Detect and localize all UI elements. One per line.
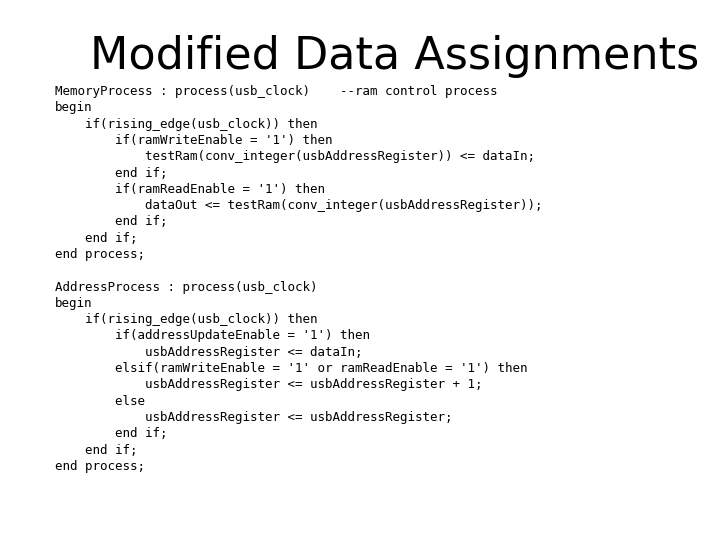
Text: if(ramWriteEnable = '1') then: if(ramWriteEnable = '1') then [55,134,333,147]
Text: end if;: end if; [55,232,138,245]
Text: end process;: end process; [55,248,145,261]
Text: begin: begin [55,297,92,310]
Text: dataOut <= testRam(conv_integer(usbAddressRegister));: dataOut <= testRam(conv_integer(usbAddre… [55,199,542,212]
Text: end if;: end if; [55,166,168,179]
Text: elsif(ramWriteEnable = '1' or ramReadEnable = '1') then: elsif(ramWriteEnable = '1' or ramReadEna… [55,362,528,375]
Text: begin: begin [55,102,92,114]
Text: else: else [55,395,145,408]
Text: testRam(conv_integer(usbAddressRegister)) <= dataIn;: testRam(conv_integer(usbAddressRegister)… [55,150,535,163]
Text: end if;: end if; [55,427,168,440]
Text: end process;: end process; [55,460,145,473]
Text: end if;: end if; [55,215,168,228]
Text: usbAddressRegister <= dataIn;: usbAddressRegister <= dataIn; [55,346,362,359]
Text: if(addressUpdateEnable = '1') then: if(addressUpdateEnable = '1') then [55,329,370,342]
Text: AddressProcess : process(usb_clock): AddressProcess : process(usb_clock) [55,281,318,294]
Text: if(rising_edge(usb_clock)) then: if(rising_edge(usb_clock)) then [55,313,318,326]
Text: if(rising_edge(usb_clock)) then: if(rising_edge(usb_clock)) then [55,118,318,131]
Text: usbAddressRegister <= usbAddressRegister;: usbAddressRegister <= usbAddressRegister… [55,411,452,424]
Text: Modified Data Assignments: Modified Data Assignments [90,35,699,78]
Text: if(ramReadEnable = '1') then: if(ramReadEnable = '1') then [55,183,325,196]
Text: MemoryProcess : process(usb_clock)    --ram control process: MemoryProcess : process(usb_clock) --ram… [55,85,498,98]
Text: end if;: end if; [55,443,138,457]
Text: usbAddressRegister <= usbAddressRegister + 1;: usbAddressRegister <= usbAddressRegister… [55,379,482,392]
